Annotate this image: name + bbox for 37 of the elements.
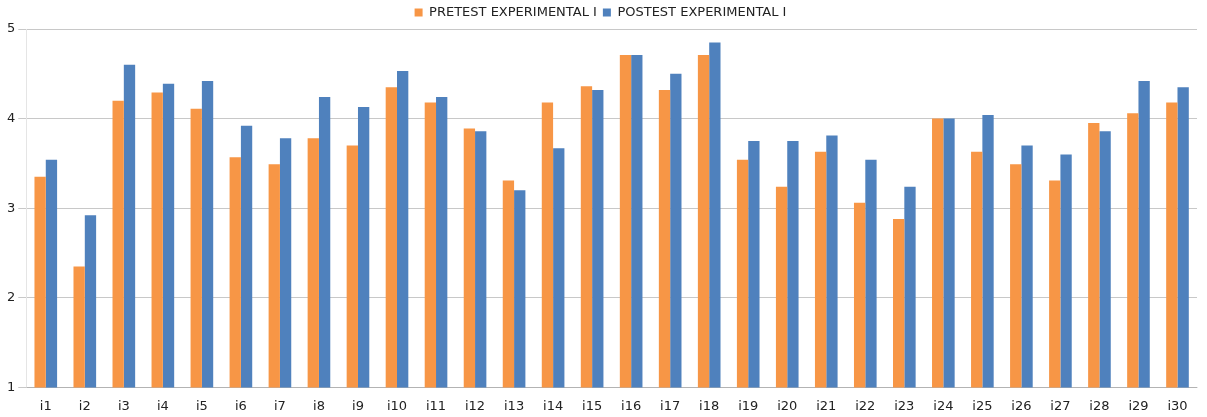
x-tick-label: i14 (543, 397, 564, 413)
x-tick-label: i24 (933, 397, 954, 413)
x-tick-label: i26 (1011, 397, 1032, 413)
x-tick-label: i7 (273, 397, 286, 413)
x-tick-label: i3 (117, 397, 130, 413)
x-tick-label: i18 (699, 397, 720, 413)
y-tick-label: 5 (6, 20, 16, 36)
legend-label: PRETEST EXPERIMENTAL I (429, 3, 597, 19)
x-tick-label: i12 (464, 397, 486, 413)
x-tick-label: i23 (894, 397, 915, 413)
x-tick-label: i9 (352, 397, 364, 413)
x-tick-label: i4 (156, 397, 169, 413)
x-tick-label: i29 (1128, 397, 1149, 413)
y-tick-label: 1 (6, 378, 16, 394)
x-tick-label: i11 (425, 397, 447, 413)
x-tick-label: i30 (1167, 397, 1188, 413)
y-tick-label: 2 (6, 289, 16, 305)
x-tick-label: i13 (504, 397, 525, 413)
x-tick-label: i1 (39, 397, 52, 413)
x-tick-label: i21 (816, 397, 837, 413)
x-tick-label: i20 (777, 397, 798, 413)
x-tick-label: i25 (972, 397, 993, 413)
y-tick-label: 3 (6, 199, 16, 215)
y-tick-label: 4 (6, 109, 16, 125)
x-tick-label: i2 (78, 397, 91, 413)
legend-label: POSTEST EXPERIMENTAL I (617, 3, 787, 19)
x-tick-label: i28 (1089, 397, 1110, 413)
x-tick-label: i5 (195, 397, 208, 413)
x-tick-label: i6 (234, 397, 247, 413)
x-tick-label: i17 (660, 397, 681, 413)
x-tick-label: i15 (582, 397, 603, 413)
x-tick-label: i22 (855, 397, 876, 413)
x-tick-label: i19 (738, 397, 759, 413)
x-tick-label: i27 (1050, 397, 1071, 413)
x-tick-label: i8 (313, 397, 325, 413)
x-tick-label: i16 (621, 397, 642, 413)
x-tick-label: i10 (386, 397, 408, 413)
